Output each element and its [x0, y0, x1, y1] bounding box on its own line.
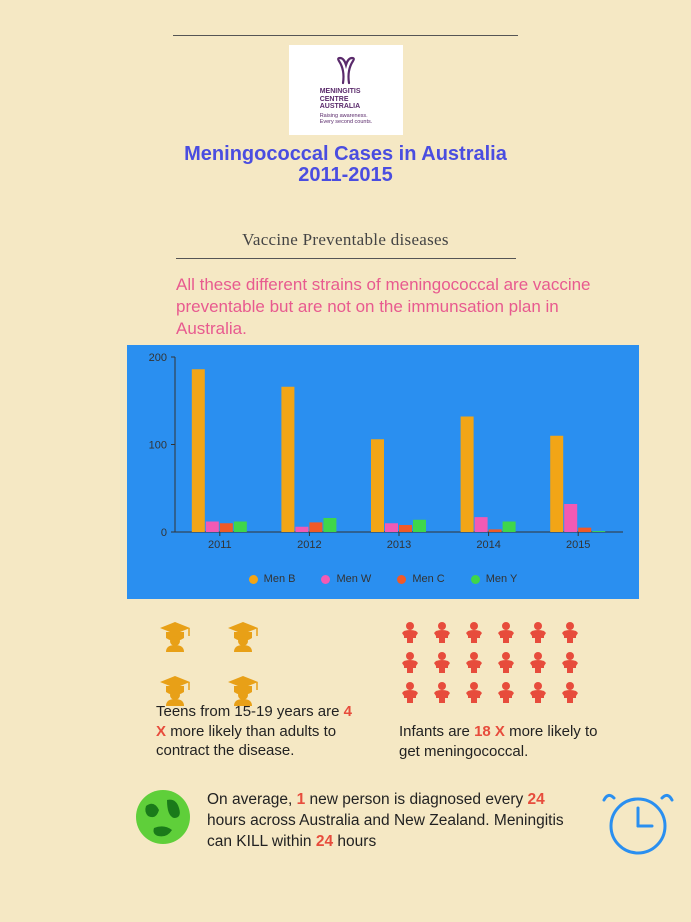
bar	[371, 439, 384, 532]
legend-item: Men B	[249, 573, 296, 585]
bar	[489, 529, 502, 532]
svg-text:200: 200	[149, 352, 167, 364]
infant-icon	[463, 680, 485, 704]
bar	[564, 504, 577, 532]
bar	[550, 436, 563, 532]
intro-text: All these different strains of meningoco…	[176, 274, 606, 340]
infant-icon	[463, 650, 485, 674]
bar	[475, 517, 488, 532]
teens-text: Teens from 15-19 years are 4 X more like…	[156, 702, 366, 761]
clock-icon	[600, 786, 676, 856]
infant-icon	[527, 680, 549, 704]
bar	[413, 520, 426, 532]
bar	[503, 522, 516, 533]
bar	[578, 528, 591, 532]
ribbon-icon	[333, 55, 359, 85]
infant-icon	[527, 620, 549, 644]
legend-item: Men C	[397, 573, 444, 585]
svg-text:2011: 2011	[208, 539, 232, 551]
legend-item: Men Y	[471, 573, 518, 585]
graduate-icon	[224, 672, 262, 706]
infant-icon	[559, 650, 581, 674]
infant-icon	[399, 680, 421, 704]
infant-icon	[399, 650, 421, 674]
bar	[309, 522, 322, 532]
infant-icon	[431, 680, 453, 704]
bar	[399, 525, 412, 532]
infants-text: Infants are 18 X more likely to get meni…	[399, 722, 609, 761]
infant-icon	[527, 650, 549, 674]
section-divider	[176, 258, 516, 259]
infant-icon	[463, 620, 485, 644]
svg-text:0: 0	[161, 527, 167, 539]
svg-text:2013: 2013	[387, 539, 411, 551]
section-heading: Vaccine Preventable diseases	[0, 230, 691, 250]
bar	[206, 522, 219, 533]
svg-text:100: 100	[149, 440, 167, 452]
legend-item: Men W	[321, 573, 371, 585]
logo-name: MENINGITIS CENTRE AUSTRALIA	[320, 88, 373, 111]
bottom-summary: On average, 1 new person is diagnosed ev…	[207, 790, 587, 853]
infant-icon	[559, 620, 581, 644]
logo-tagline: Raising awareness. Every second counts.	[320, 113, 373, 125]
teens-icon-group	[156, 618, 286, 706]
globe-icon	[134, 788, 192, 846]
bar	[192, 369, 205, 532]
bar	[220, 523, 233, 532]
svg-text:2012: 2012	[297, 539, 321, 551]
chart-legend: Men B Men W Men C Men Y	[127, 573, 639, 585]
graduate-icon	[156, 618, 194, 652]
infant-icon	[431, 650, 453, 674]
graduate-icon	[224, 618, 262, 652]
page-title: Meningococcal Cases in Australia 2011-20…	[0, 144, 691, 186]
svg-text:2015: 2015	[566, 539, 590, 551]
bar	[323, 518, 336, 532]
bar	[281, 387, 294, 532]
top-divider	[173, 35, 518, 36]
infant-icon	[495, 650, 517, 674]
cases-bar-chart: 010020020112012201320142015 Men BMen WMe…	[127, 345, 639, 599]
infant-icon	[559, 680, 581, 704]
bar	[592, 531, 605, 532]
infants-icon-group	[399, 620, 599, 704]
svg-text:2014: 2014	[476, 539, 500, 551]
bar	[385, 523, 398, 532]
infant-icon	[495, 620, 517, 644]
bar	[234, 522, 247, 533]
graduate-icon	[156, 672, 194, 706]
bar	[295, 527, 308, 532]
infant-icon	[431, 620, 453, 644]
bar	[461, 417, 474, 533]
logo: MENINGITIS CENTRE AUSTRALIA Raising awar…	[289, 45, 403, 135]
infant-icon	[399, 620, 421, 644]
infant-icon	[495, 680, 517, 704]
